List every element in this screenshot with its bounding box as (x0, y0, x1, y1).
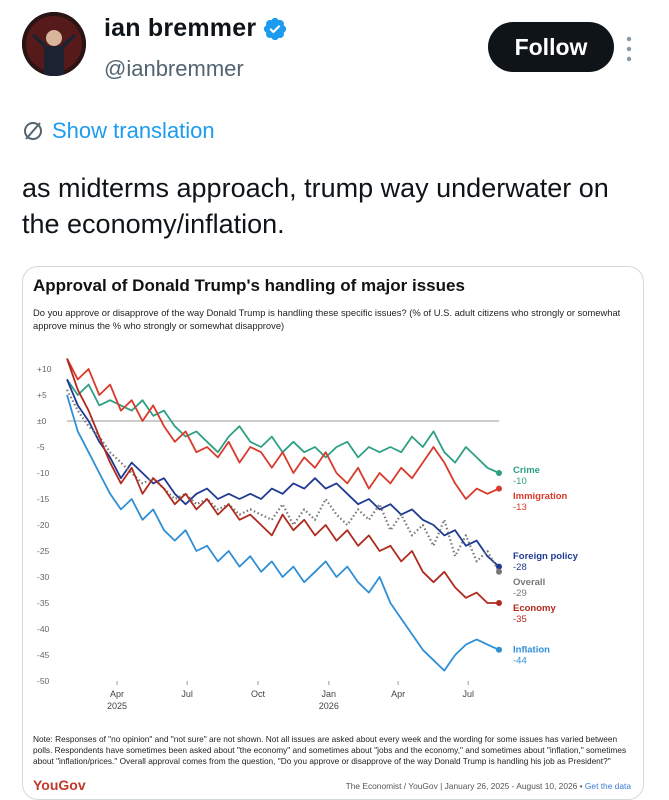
series-label-immigration: Immigration (513, 491, 568, 502)
series-end-value-crime: -10 (513, 476, 527, 487)
series-line-immigration (66, 358, 500, 500)
follow-button[interactable]: Follow (488, 22, 614, 72)
chart-source: The Economist / YouGov | January 26, 202… (346, 781, 631, 791)
x-tick-label: Apr (391, 689, 405, 699)
y-tick-label: -10 (37, 468, 50, 478)
y-tick-label: -20 (37, 520, 50, 530)
display-name-row: ian bremmer (104, 14, 288, 43)
series-label-crime: Crime (513, 465, 540, 476)
verified-badge-icon (264, 17, 287, 40)
series-end-dot-immigration (496, 485, 502, 492)
series-end-dot-crime (496, 470, 502, 476)
y-tick-label: +5 (37, 390, 47, 400)
source-text: The Economist / YouGov | January 26, 202… (345, 781, 585, 791)
x-tick-label: Oct (251, 689, 266, 699)
chart-title: Approval of Donald Trump's handling of m… (33, 276, 465, 295)
series-line-inflation (66, 394, 500, 672)
x-tick-label: Apr (110, 689, 124, 699)
x-tick-label: Jul (181, 689, 193, 699)
show-translation-link[interactable]: Show translation (22, 118, 215, 144)
series-line-overall (66, 389, 500, 573)
series-end-dot-overall (496, 568, 502, 575)
series-line-economy (66, 358, 499, 604)
chart-card[interactable]: Approval of Donald Trump's handling of m… (22, 266, 644, 800)
y-tick-label: -35 (37, 598, 50, 608)
chart-note: Note: Responses of "no opinion" and "not… (33, 734, 627, 766)
user-handle[interactable]: @ianbremmer (104, 56, 244, 81)
series-label-overall: Overall (513, 577, 545, 588)
x-tick-year: 2026 (319, 701, 339, 711)
y-tick-label: -30 (37, 572, 50, 582)
series-line-foreign-policy (66, 379, 500, 568)
line-chart: +10 +5 ±0 -5 -10 -15 -20 -25 -30 -35 -40 -45 -50 Apr 2… (37, 358, 579, 711)
y-tick-label: -50 (37, 676, 50, 686)
more-options-icon[interactable] (624, 34, 634, 64)
series-end-dot-inflation (496, 646, 502, 653)
translate-icon (24, 122, 42, 140)
y-tick-label: +10 (37, 364, 52, 374)
x-tick-label: Jul (462, 689, 474, 699)
x-tick-year: 2025 (107, 701, 127, 711)
show-translation-label: Show translation (52, 118, 215, 143)
series-end-value-overall: -29 (513, 588, 527, 599)
series-label-foreign-policy: Foreign policy (513, 551, 579, 562)
series-end-value-foreign-policy: -28 (513, 562, 527, 573)
yougov-logo: YouGov (33, 777, 86, 793)
tweet-text: as midterms approach, trump way underwat… (22, 173, 609, 239)
avatar[interactable] (22, 12, 86, 76)
y-tick-label: -45 (37, 650, 50, 660)
y-tick-label: -40 (37, 624, 50, 634)
y-tick-label: -5 (37, 442, 45, 452)
avatar-photo (22, 12, 86, 76)
series-line-crime (66, 378, 500, 474)
series-label-economy: Economy (513, 603, 556, 614)
series-label-inflation: Inflation (513, 644, 550, 655)
y-tick-label: ±0 (37, 416, 47, 426)
y-tick-label: -15 (37, 494, 50, 504)
series-end-dot-foreign-policy (496, 563, 502, 570)
x-tick-label: Jan (322, 689, 337, 699)
y-tick-label: -25 (37, 546, 50, 556)
chart-subtitle: Do you approve or disapprove of the way … (33, 307, 621, 331)
series-end-value-inflation: -44 (513, 655, 527, 666)
series-end-value-economy: -35 (513, 614, 527, 625)
series-end-value-immigration: -13 (513, 502, 527, 513)
get-the-data-link[interactable]: Get the data (584, 781, 631, 791)
display-name[interactable]: ian bremmer (104, 14, 257, 42)
series-end-dot-economy (496, 600, 502, 606)
